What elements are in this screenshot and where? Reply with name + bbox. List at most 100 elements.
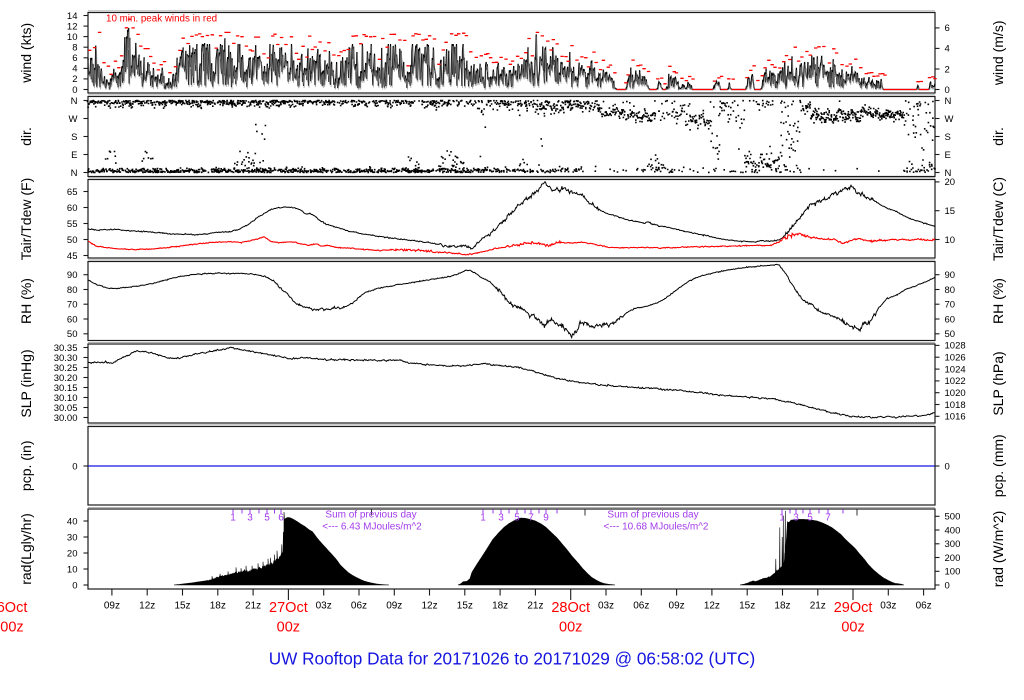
svg-text:80: 80 bbox=[67, 285, 78, 296]
svg-text:18z: 18z bbox=[492, 601, 508, 612]
svg-text:pcp. (mm): pcp. (mm) bbox=[990, 434, 1006, 497]
svg-text:4: 4 bbox=[945, 44, 950, 55]
svg-text:10: 10 bbox=[67, 564, 78, 575]
svg-text:3: 3 bbox=[793, 513, 799, 524]
svg-text:09z: 09z bbox=[669, 601, 685, 612]
svg-text:30.30: 30.30 bbox=[54, 353, 78, 364]
svg-text:06z: 06z bbox=[351, 601, 367, 612]
svg-text:200: 200 bbox=[945, 553, 961, 564]
svg-text:30.10: 30.10 bbox=[54, 393, 78, 404]
svg-text:Tair/Tdew (F): Tair/Tdew (F) bbox=[18, 178, 34, 260]
svg-text:12z: 12z bbox=[139, 601, 155, 612]
svg-text:<--- 6.43 MJoules/m^2: <--- 6.43 MJoules/m^2 bbox=[322, 522, 422, 533]
svg-text:00z: 00z bbox=[277, 620, 300, 636]
svg-text:0: 0 bbox=[72, 580, 77, 591]
svg-text:15z: 15z bbox=[457, 601, 473, 612]
svg-text:wind (m/s): wind (m/s) bbox=[990, 21, 1006, 87]
svg-text:3: 3 bbox=[498, 513, 504, 524]
svg-text:29Oct: 29Oct bbox=[834, 600, 873, 616]
svg-text:12: 12 bbox=[67, 21, 78, 32]
svg-text:S: S bbox=[71, 132, 77, 143]
svg-text:27Oct: 27Oct bbox=[269, 600, 308, 616]
svg-text:00z: 00z bbox=[841, 620, 864, 636]
svg-text:30.00: 30.00 bbox=[54, 413, 78, 424]
svg-text:70: 70 bbox=[945, 300, 956, 311]
svg-text:RH (%): RH (%) bbox=[990, 278, 1006, 324]
svg-text:06z: 06z bbox=[633, 601, 649, 612]
svg-text:RH (%): RH (%) bbox=[18, 278, 34, 324]
svg-text:30: 30 bbox=[67, 532, 78, 543]
svg-text:8: 8 bbox=[72, 43, 77, 54]
svg-text:1022: 1022 bbox=[945, 376, 966, 387]
svg-text:40: 40 bbox=[67, 516, 78, 527]
svg-text:90: 90 bbox=[945, 270, 956, 281]
svg-text:6: 6 bbox=[278, 513, 284, 524]
svg-text:2: 2 bbox=[945, 64, 950, 75]
svg-text:5: 5 bbox=[807, 513, 813, 524]
svg-text:rad(Lgly/hr): rad(Lgly/hr) bbox=[18, 513, 34, 585]
svg-text:00z: 00z bbox=[559, 620, 582, 636]
svg-text:N: N bbox=[71, 96, 78, 107]
svg-text:5: 5 bbox=[264, 513, 270, 524]
svg-text:4: 4 bbox=[72, 64, 77, 75]
svg-text:30.35: 30.35 bbox=[54, 343, 78, 354]
svg-text:26Oct: 26Oct bbox=[0, 600, 27, 616]
svg-text:45: 45 bbox=[67, 251, 78, 262]
svg-text:2: 2 bbox=[72, 74, 77, 85]
svg-text:1016: 1016 bbox=[945, 412, 966, 423]
svg-text:0: 0 bbox=[945, 580, 950, 591]
svg-text:18z: 18z bbox=[774, 601, 790, 612]
svg-text:55: 55 bbox=[67, 219, 78, 230]
svg-text:90: 90 bbox=[67, 270, 78, 281]
svg-text:30.20: 30.20 bbox=[54, 373, 78, 384]
svg-text:10: 10 bbox=[945, 235, 956, 246]
svg-text:00z: 00z bbox=[0, 620, 23, 636]
svg-text:20: 20 bbox=[67, 548, 78, 559]
svg-text:wind (kts): wind (kts) bbox=[18, 23, 34, 84]
svg-text:<--- 10.68 MJoules/m^2: <--- 10.68 MJoules/m^2 bbox=[603, 522, 708, 533]
svg-text:E: E bbox=[945, 150, 951, 161]
svg-text:70: 70 bbox=[67, 300, 78, 311]
svg-text:15: 15 bbox=[945, 206, 956, 217]
svg-text:W: W bbox=[945, 114, 954, 125]
svg-text:1024: 1024 bbox=[945, 364, 966, 375]
svg-text:14: 14 bbox=[67, 11, 78, 22]
svg-text:50: 50 bbox=[67, 329, 78, 340]
svg-text:UW Rooftop Data for 20171026: UW Rooftop Data for 20171026 to 20171029… bbox=[269, 649, 756, 669]
svg-text:1018: 1018 bbox=[945, 400, 966, 411]
svg-text:1020: 1020 bbox=[945, 388, 966, 399]
svg-text:03z: 03z bbox=[880, 601, 896, 612]
svg-text:7: 7 bbox=[825, 513, 831, 524]
svg-text:0: 0 bbox=[72, 461, 77, 472]
svg-text:21z: 21z bbox=[245, 601, 261, 612]
svg-text:1028: 1028 bbox=[945, 341, 966, 352]
svg-text:10: 10 bbox=[67, 32, 78, 43]
svg-text:0: 0 bbox=[72, 85, 77, 96]
svg-text:500: 500 bbox=[945, 512, 961, 523]
svg-text:SLP (inHg): SLP (inHg) bbox=[18, 349, 34, 417]
svg-text:6: 6 bbox=[72, 53, 77, 64]
svg-text:18z: 18z bbox=[210, 601, 226, 612]
svg-text:0: 0 bbox=[945, 461, 950, 472]
svg-text:28Oct: 28Oct bbox=[551, 600, 590, 616]
svg-text:SLP (hPa): SLP (hPa) bbox=[990, 351, 1006, 415]
svg-text:65: 65 bbox=[67, 187, 78, 198]
svg-text:15z: 15z bbox=[174, 601, 190, 612]
svg-text:60: 60 bbox=[945, 314, 956, 325]
svg-text:rad (W/m^2): rad (W/m^2) bbox=[990, 511, 1006, 588]
svg-text:6: 6 bbox=[945, 23, 950, 34]
svg-text:21z: 21z bbox=[527, 601, 543, 612]
svg-text:12z: 12z bbox=[704, 601, 720, 612]
svg-text:09z: 09z bbox=[386, 601, 402, 612]
svg-text:Sum of previous day: Sum of previous day bbox=[607, 510, 698, 521]
svg-text:pcp. (in): pcp. (in) bbox=[18, 441, 34, 492]
svg-text:1: 1 bbox=[480, 513, 486, 524]
svg-text:30.15: 30.15 bbox=[54, 383, 78, 394]
svg-text:S: S bbox=[945, 132, 951, 143]
svg-text:06z: 06z bbox=[916, 601, 932, 612]
svg-text:E: E bbox=[71, 150, 77, 161]
svg-text:03z: 03z bbox=[316, 601, 332, 612]
svg-text:1: 1 bbox=[779, 513, 785, 524]
svg-text:1: 1 bbox=[230, 513, 236, 524]
svg-text:80: 80 bbox=[945, 285, 956, 296]
